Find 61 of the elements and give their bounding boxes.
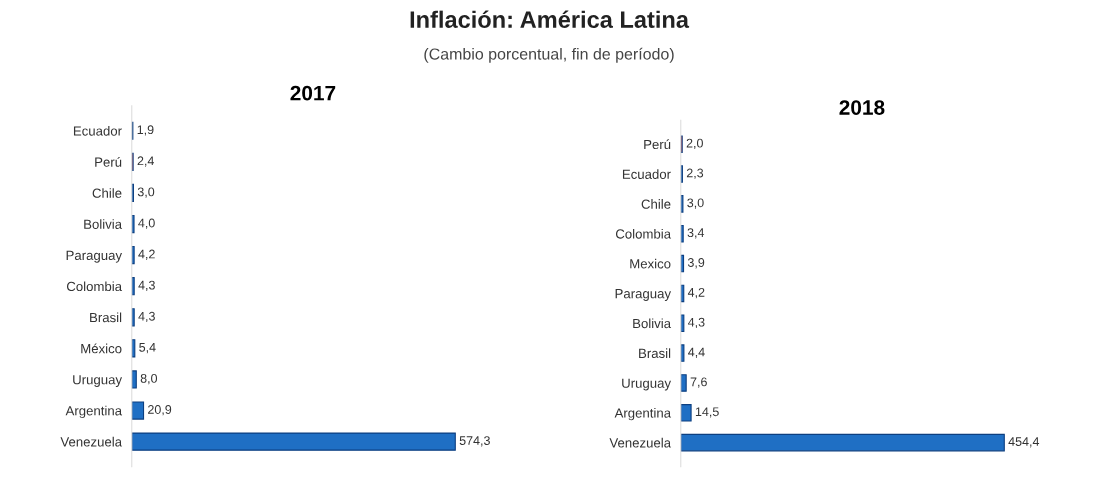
y-tick-label: Paraguay <box>615 289 672 301</box>
data-label: 3,4 <box>687 228 705 239</box>
y-tick-label: Argentina <box>65 405 123 419</box>
data-label: 3,0 <box>687 198 704 209</box>
y-tick-label: Venezuela <box>609 437 672 448</box>
bar <box>131 214 135 234</box>
bar <box>131 308 135 327</box>
y-tick-label: Argentina <box>614 408 672 421</box>
y-tick-label: Brasil <box>639 348 671 359</box>
data-label: 4,2 <box>138 249 155 260</box>
data-label: 7,6 <box>690 377 707 388</box>
data-label: 4,0 <box>138 218 155 229</box>
bar <box>131 401 145 420</box>
data-label: 3,9 <box>687 258 705 269</box>
data-label: 8,0 <box>140 373 158 385</box>
data-label: 2,4 <box>137 156 154 167</box>
y-tick-label: Uruguay <box>73 375 123 387</box>
y-tick-label: Bolivia <box>633 318 672 329</box>
data-label: 3,0 <box>137 187 155 198</box>
bar <box>680 404 692 422</box>
y-tick-label: Chile <box>641 199 671 209</box>
y-tick-label: Brasil <box>90 312 122 323</box>
chart-title: 2017 <box>290 85 336 101</box>
data-label: 4,4 <box>688 347 705 358</box>
y-tick-label: Mexico <box>630 258 671 269</box>
bar <box>680 374 687 392</box>
bar <box>131 277 135 296</box>
y-tick-label: México <box>81 343 122 354</box>
bar <box>680 433 1005 452</box>
data-label: 20,9 <box>148 405 172 416</box>
y-tick-label: Chile <box>92 188 122 198</box>
y-tick-label: Venezuela <box>60 436 123 447</box>
text: Inflación: América Latina <box>410 10 690 28</box>
y-tick-label: Perú <box>95 156 122 167</box>
text: (Cambio porcentual, fin de período) <box>424 47 674 63</box>
data-label: 4,3 <box>687 317 705 329</box>
y-tick-label: Bolivia <box>84 219 123 229</box>
bar <box>131 370 137 389</box>
y-tick-label: Paraguay <box>66 250 123 263</box>
bar <box>680 195 684 213</box>
data-label: 5,4 <box>139 343 156 354</box>
y-tick-label: Colombia <box>615 228 672 239</box>
y-tick-label: Uruguay <box>622 378 672 391</box>
data-label: 4,3 <box>138 311 155 323</box>
y-tick-label: Perú <box>644 139 671 150</box>
bar <box>131 246 135 265</box>
data-label: 1,9 <box>137 125 154 136</box>
data-label: 574,3 <box>459 436 490 447</box>
bar <box>680 344 685 362</box>
data-label: 454,4 <box>1008 437 1040 448</box>
data-label: 4,2 <box>687 287 705 299</box>
y-tick-label: Ecuador <box>73 125 122 136</box>
bar <box>680 224 684 243</box>
data-label: 4,3 <box>138 280 155 292</box>
data-label: 14,5 <box>695 407 719 418</box>
bar <box>131 432 456 451</box>
y-tick-label: Colombia <box>66 281 123 292</box>
y-tick-label: Ecuador <box>622 169 671 179</box>
data-label: 2,0 <box>686 138 703 150</box>
chart-title: 2018 <box>839 100 885 115</box>
data-label: 2,3 <box>686 168 704 179</box>
